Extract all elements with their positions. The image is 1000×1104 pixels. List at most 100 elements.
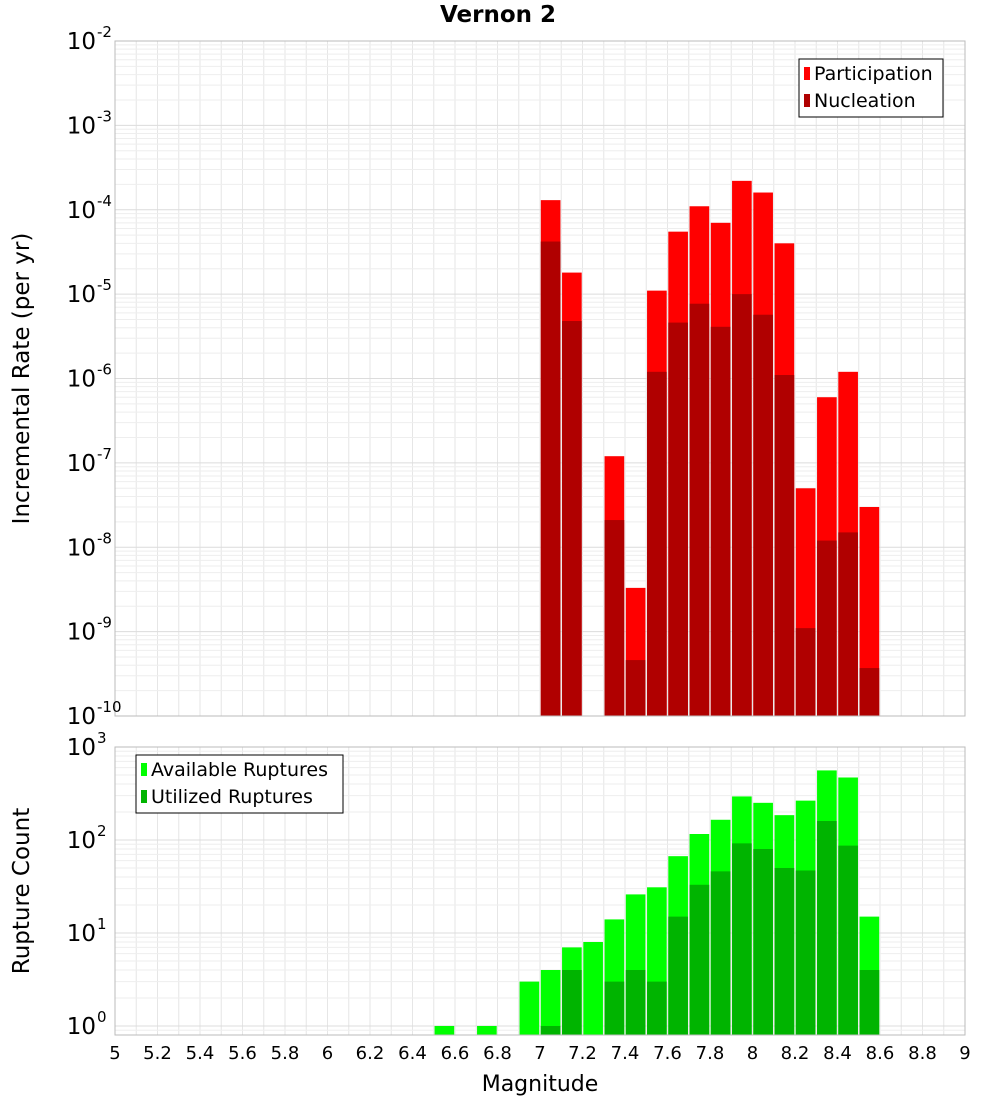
x-tick-label: 5.8 [271, 1043, 300, 1064]
bar-nucleation [838, 532, 858, 716]
y-tick-label: 10 [67, 113, 96, 139]
bar-utilized-ruptures [668, 916, 688, 1035]
x-tick-label: 7 [534, 1043, 545, 1064]
x-tick-label: 5.2 [143, 1043, 172, 1064]
legend-label: Available Ruptures [151, 759, 328, 781]
x-tick-label: 5.4 [186, 1043, 215, 1064]
bar-nucleation [647, 371, 667, 716]
x-tick-label: 6.8 [483, 1043, 512, 1064]
bar-utilized-ruptures [625, 969, 646, 1035]
y-tick-exponent: 2 [97, 822, 107, 840]
legend-label: Utilized Ruptures [151, 786, 313, 808]
y-tick-label: 10 [67, 198, 96, 224]
legend: Participation Nucleation [798, 58, 944, 118]
x-tick-label: 7.6 [653, 1043, 682, 1064]
x-tick-label: 8.8 [908, 1043, 937, 1064]
bar-utilized-ruptures [753, 849, 773, 1035]
x-tick-label: 5 [109, 1043, 120, 1064]
bar-utilized-ruptures [859, 969, 880, 1035]
y-tick-label: 10 [67, 921, 96, 947]
y-tick-label: 10 [67, 704, 96, 730]
bar-available-ruptures [583, 942, 603, 1035]
y-tick-label: 10 [67, 367, 96, 393]
bar-available-ruptures [477, 1025, 497, 1035]
y-tick-exponent: -4 [97, 192, 112, 210]
bar-utilized-ruptures [838, 845, 858, 1035]
bar-available-ruptures [519, 981, 540, 1035]
y-tick-label: 10 [67, 735, 96, 761]
bar-nucleation [817, 540, 837, 716]
x-tick-label: 8 [747, 1043, 758, 1064]
x-tick-label: 6.6 [441, 1043, 470, 1064]
plot-frame [114, 40, 966, 717]
y-tick-exponent: 1 [97, 915, 107, 933]
legend-label: Nucleation [814, 90, 916, 112]
x-tick-label: 9 [959, 1043, 970, 1064]
y-tick-label: 10 [67, 282, 96, 308]
x-tick-label: 7.4 [611, 1043, 640, 1064]
plot-frame [114, 746, 966, 1036]
bar-nucleation [753, 314, 773, 716]
bar-utilized-ruptures [647, 981, 667, 1035]
bar-available-ruptures [434, 1025, 455, 1035]
y-tick-label: 10 [67, 828, 96, 854]
legend-box [135, 754, 344, 814]
bar-nucleation [604, 520, 625, 716]
y-axis-label: Rupture Count [9, 808, 35, 974]
x-tick-label: 8.2 [781, 1043, 810, 1064]
bar-nucleation [732, 294, 752, 716]
legend-swatch [804, 94, 810, 107]
bar-utilized-ruptures [732, 843, 752, 1035]
x-tick-label: 8.6 [866, 1043, 895, 1064]
y-tick-exponent: -6 [97, 361, 112, 379]
x-tick-label: 6 [322, 1043, 333, 1064]
x-axis-label: Magnitude [482, 1072, 599, 1097]
bar-participation [859, 506, 880, 716]
y-tick-exponent: -3 [97, 107, 112, 125]
y-tick-exponent: -2 [97, 23, 112, 41]
bar-available-ruptures [540, 969, 561, 1035]
y-tick-exponent: 0 [97, 1008, 107, 1026]
y-tick-exponent: -9 [97, 614, 112, 632]
y-tick-exponent: -5 [97, 276, 112, 294]
bar-utilized-ruptures [774, 867, 795, 1035]
bar-utilized-ruptures [540, 1025, 561, 1035]
x-tick-label: 7.2 [568, 1043, 597, 1064]
y-tick-label: 10 [67, 451, 96, 477]
bar-utilized-ruptures [562, 969, 582, 1035]
bar-nucleation [625, 660, 646, 716]
y-axis-label: Incremental Rate (per yr) [9, 233, 35, 525]
bar-utilized-ruptures [817, 821, 837, 1035]
legend-box [798, 58, 944, 118]
x-tick-label: 6.2 [356, 1043, 385, 1064]
bar-nucleation [774, 375, 795, 716]
legend: Available Ruptures Utilized Ruptures [135, 754, 344, 814]
bar-utilized-ruptures [795, 870, 816, 1035]
bar-utilized-ruptures [604, 981, 625, 1035]
bar-nucleation [562, 321, 582, 716]
bar-nucleation [540, 241, 561, 717]
y-tick-label: 10 [67, 1014, 96, 1040]
y-tick-exponent: -10 [97, 698, 122, 716]
bar-nucleation [859, 668, 880, 716]
x-tick-label: 5.6 [228, 1043, 257, 1064]
y-tick-exponent: -7 [97, 445, 112, 463]
bar-nucleation [710, 326, 731, 716]
bar-nucleation [795, 628, 816, 716]
bar-utilized-ruptures [689, 884, 710, 1035]
bar-nucleation [689, 303, 710, 716]
bar-utilized-ruptures [710, 871, 731, 1035]
bar-nucleation [668, 322, 688, 716]
legend-label: Participation [814, 63, 933, 85]
y-tick-label: 10 [67, 29, 96, 55]
y-tick-exponent: 3 [97, 729, 107, 747]
chart-title: Vernon 2 [440, 2, 556, 28]
y-tick-label: 10 [67, 535, 96, 561]
y-tick-exponent: -8 [97, 529, 112, 547]
x-tick-label: 6.4 [398, 1043, 427, 1064]
x-tick-label: 8.4 [823, 1043, 852, 1064]
legend-swatch [141, 763, 147, 776]
